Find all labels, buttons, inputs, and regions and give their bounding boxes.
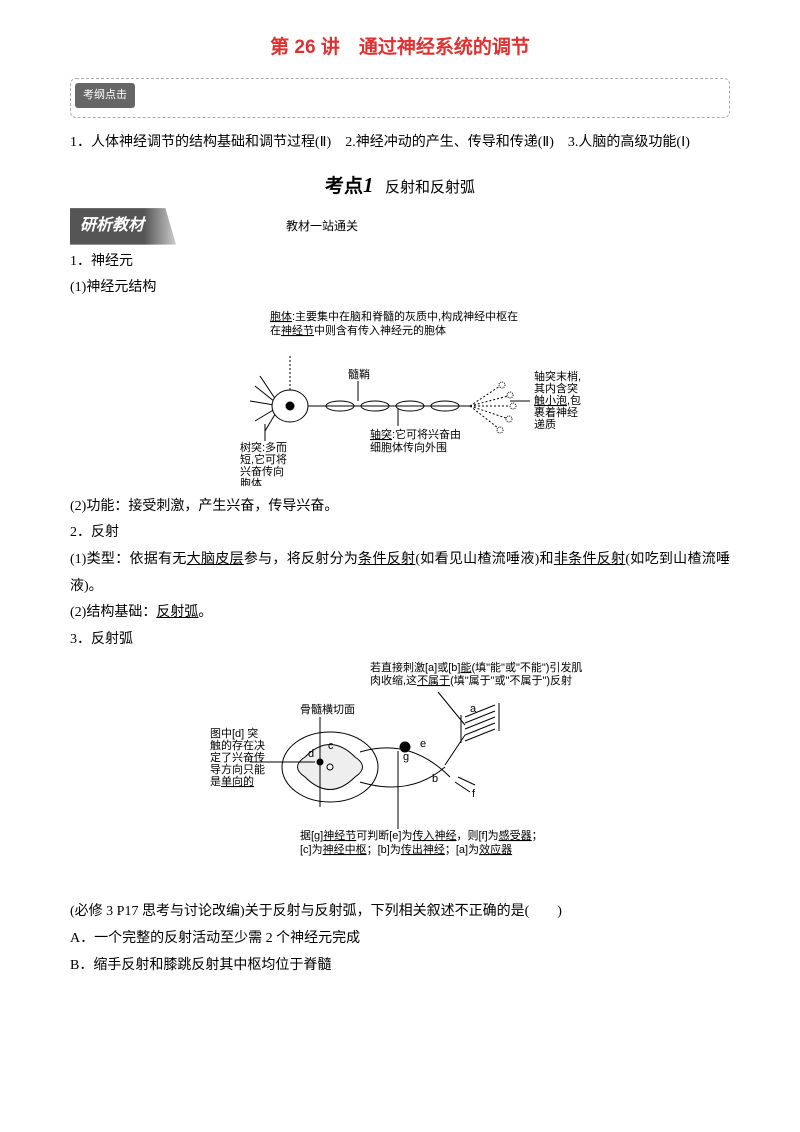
svg-text:据[g]神经节可判断[e]为传入神经，则[f]为感受器；: 据[g]神经节可判断[e]为传入神经，则[f]为感受器； bbox=[300, 828, 543, 842]
svg-text:骨髓横切面: 骨髓横切面 bbox=[300, 702, 355, 716]
svg-text:c: c bbox=[328, 740, 334, 752]
spacer bbox=[70, 879, 730, 899]
section2-line2: (2)结构基础：反射弧。 bbox=[70, 600, 730, 627]
svg-text:肉收缩,这不属于(填"属于"或"不属于")反射: 肉收缩,这不属于(填"属于"或"不属于")反射 bbox=[370, 673, 572, 687]
lecture-title: 第 26 讲 通过神经系统的调节 bbox=[70, 30, 730, 66]
section2-line1: (1)类型：依据有无大脑皮层参与，将反射分为条件反射(如看见山楂流唾液)和非条件… bbox=[70, 547, 730, 600]
svg-text:b: b bbox=[432, 773, 438, 785]
svg-text:e: e bbox=[420, 738, 426, 750]
kaogang-box: 考纲点击 bbox=[70, 78, 730, 118]
section1-sub1: (1)神经元结构 bbox=[70, 275, 730, 302]
svg-text:其内含突: 其内含突 bbox=[534, 381, 578, 395]
question-option-b: B．缩手反射和膝跳反射其中枢均位于脊髓 bbox=[70, 953, 730, 980]
svg-text:定了兴奋传: 定了兴奋传 bbox=[210, 750, 265, 764]
question-option-a: A．一个完整的反射活动至少需 2 个神经元完成 bbox=[70, 926, 730, 953]
kaodian-title: 反射和反射弧 bbox=[385, 179, 475, 196]
svg-text:在神经节中则含有传入神经元的胞体: 在神经节中则含有传入神经元的胞体 bbox=[270, 323, 446, 337]
svg-text:细胞体传向外围: 细胞体传向外围 bbox=[370, 440, 447, 454]
reflex-arc-diagram: a b c d e f g 若直接刺激[a]或[b]能(填"能"或"不能")引发… bbox=[210, 657, 610, 867]
svg-text:a: a bbox=[470, 703, 477, 715]
svg-text:递质: 递质 bbox=[534, 417, 556, 431]
svg-text:触小泡,包: 触小泡,包 bbox=[534, 393, 581, 407]
kaodian-label: 考点 bbox=[325, 176, 363, 197]
svg-text:轴突:它可将兴奋由: 轴突:它可将兴奋由 bbox=[370, 427, 461, 441]
kaodian-number: 1 bbox=[363, 173, 374, 197]
svg-text:胞体:主要集中在脑和脊髓的灰质中,构成神经中枢在: 胞体:主要集中在脑和脊髓的灰质中,构成神经中枢在 bbox=[270, 309, 518, 323]
yanjiu-row: 研析教材 教材一站通关 bbox=[70, 208, 730, 244]
svg-text:导方向只能: 导方向只能 bbox=[210, 762, 265, 776]
svg-text:f: f bbox=[472, 788, 476, 800]
question-stem: (必修 3 P17 思考与讨论改编)关于反射与反射弧，下列相关叙述不正确的是( … bbox=[70, 899, 730, 926]
svg-text:树突:多而: 树突:多而 bbox=[240, 440, 287, 454]
svg-text:轴突末梢,: 轴突末梢, bbox=[534, 369, 581, 383]
section1-heading: 1．神经元 bbox=[70, 249, 730, 276]
kaogang-text: 1．人体神经调节的结构基础和调节过程(Ⅱ) 2.神经冲动的产生、传导和传递(Ⅱ)… bbox=[70, 130, 730, 157]
svg-text:兴奋传向: 兴奋传向 bbox=[240, 464, 284, 478]
svg-text:裹着神经: 裹着神经 bbox=[534, 405, 578, 419]
svg-text:短,它可将: 短,它可将 bbox=[240, 452, 287, 466]
section2-heading: 2．反射 bbox=[70, 520, 730, 547]
kaogang-tag: 考纲点击 bbox=[75, 83, 135, 108]
svg-text:d: d bbox=[308, 748, 314, 760]
svg-text:髓鞘: 髓鞘 bbox=[348, 367, 370, 381]
kaodian-heading: 考点1 反射和反射弧 bbox=[70, 166, 730, 206]
svg-text:是单向的: 是单向的 bbox=[210, 774, 254, 788]
neuron-diagram: 胞体:主要集中在脑和脊髓的灰质中,构成神经中枢在 在神经节中则含有传入神经元的胞… bbox=[210, 306, 590, 486]
svg-text:胞体: 胞体 bbox=[240, 476, 262, 486]
svg-text:g: g bbox=[403, 751, 409, 763]
svg-text:触的存在决: 触的存在决 bbox=[210, 738, 265, 752]
svg-text:[c]为神经中枢；[b]为传出神经；[a]为效应器: [c]为神经中枢；[b]为传出神经；[a]为效应器 bbox=[300, 842, 512, 856]
section1-sub2: (2)功能：接受刺激，产生兴奋，传导兴奋。 bbox=[70, 494, 730, 521]
svg-text:若直接刺激[a]或[b]能(填"能"或"不能")引发肌: 若直接刺激[a]或[b]能(填"能"或"不能")引发肌 bbox=[370, 660, 582, 674]
section3-heading: 3．反射弧 bbox=[70, 627, 730, 654]
yanjiu-tag: 研析教材 bbox=[70, 208, 176, 244]
svg-text:图中[d] 突: 图中[d] 突 bbox=[210, 726, 258, 740]
yanjiu-subtitle: 教材一站通关 bbox=[286, 215, 358, 238]
